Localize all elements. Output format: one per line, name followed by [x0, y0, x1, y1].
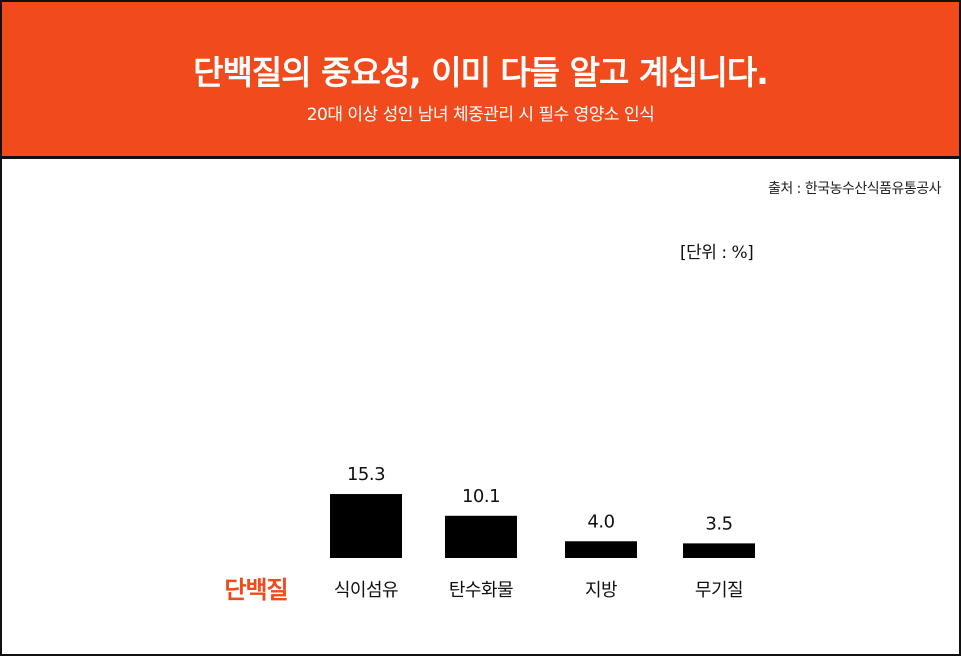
source-note: 출처 : 한국농수산식품유통공사: [767, 181, 942, 197]
bar-value-label: 15.3: [347, 464, 385, 485]
category-label: 무기질: [695, 580, 743, 601]
page-subtitle: 20대 이상 성인 남녀 체중관리 시 필수 영양소 인식: [306, 105, 655, 125]
bar-1: [330, 494, 402, 558]
category-label: 탄수화물: [449, 580, 513, 601]
bar-3: [565, 541, 637, 558]
header-banner: 단백질의 중요성, 이미 다들 알고 계십니다. 20대 이상 성인 남녀 체중…: [2, 2, 959, 159]
page-title: 단백질의 중요성, 이미 다들 알고 계십니다.: [193, 53, 769, 92]
row-label: 단백질: [224, 576, 287, 604]
bars-group: 15.3 식이섬유 10.1 탄수화물 4.0 지방 3.5 무기질: [330, 464, 755, 601]
bar-value-label: 4.0: [587, 511, 614, 532]
bar-4: [683, 543, 755, 558]
bar-2: [445, 515, 517, 558]
category-label: 지방: [585, 580, 617, 601]
unit-label: [단위 : %]: [680, 243, 754, 263]
bar-value-label: 10.1: [462, 486, 500, 507]
category-label: 식이섬유: [334, 580, 398, 601]
bar-value-label: 3.5: [705, 513, 732, 534]
